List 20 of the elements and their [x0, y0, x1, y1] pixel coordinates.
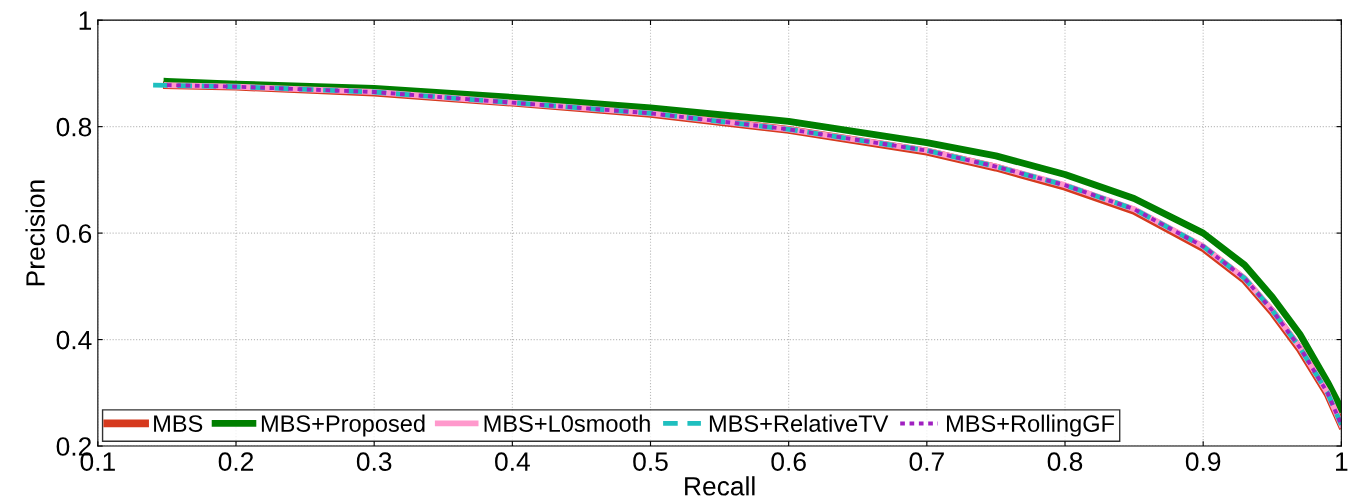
y-tick-label: 0.6	[56, 224, 92, 243]
x-tick-label: 0.8	[1047, 452, 1083, 471]
y-tick-label: 0.8	[56, 117, 92, 137]
x-tick-label: 0.9	[1185, 452, 1221, 471]
y-tick-label: 0.4	[56, 330, 92, 350]
x-tick-label: 0.2	[218, 452, 254, 471]
x-tick-label: 0.6	[771, 452, 806, 471]
legend-label: MBS+L0smooth	[484, 414, 650, 432]
x-axis-title: Recall	[685, 476, 755, 496]
legend-label: MBS+Proposed	[261, 414, 425, 437]
legend-label: MBS+RelativeTV	[709, 414, 889, 432]
legend-label: MBS	[154, 415, 203, 432]
x-tick-label: 0.4	[495, 452, 530, 471]
y-axis-title: Precision	[25, 180, 45, 286]
x-tick-label: 0.7	[909, 452, 944, 471]
legend-label: MBS+RollingGF	[947, 414, 1115, 437]
x-tick-label: 0.3	[356, 452, 392, 471]
x-tick-label: 0.5	[633, 452, 668, 471]
x-tick-label: 1	[1336, 452, 1348, 471]
y-tick-label: 1	[79, 11, 92, 30]
